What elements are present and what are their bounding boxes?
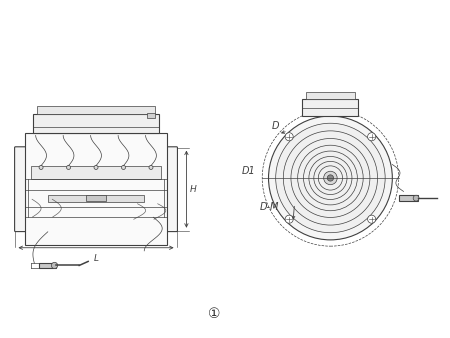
Circle shape	[39, 165, 43, 169]
Text: D-M: D-M	[260, 202, 279, 212]
Circle shape	[285, 215, 293, 223]
Circle shape	[51, 262, 58, 269]
FancyBboxPatch shape	[166, 147, 177, 232]
Bar	[306, 92, 356, 99]
Text: ①: ①	[207, 307, 220, 321]
Bar	[48, 195, 144, 202]
Circle shape	[269, 116, 392, 240]
Circle shape	[67, 165, 71, 169]
Circle shape	[368, 215, 376, 223]
Bar	[31, 166, 161, 179]
Circle shape	[368, 133, 376, 141]
Bar	[399, 195, 418, 201]
Bar	[25, 133, 166, 245]
Bar	[37, 106, 155, 114]
Text: L: L	[94, 254, 99, 263]
Circle shape	[122, 165, 126, 169]
Bar	[86, 195, 106, 201]
Text: H: H	[190, 185, 197, 194]
Circle shape	[94, 165, 98, 169]
Text: D1: D1	[242, 166, 256, 176]
Bar	[33, 114, 158, 133]
Circle shape	[285, 133, 293, 141]
FancyBboxPatch shape	[14, 147, 26, 232]
Circle shape	[327, 175, 333, 181]
Text: D: D	[272, 121, 280, 130]
Circle shape	[149, 165, 153, 169]
Bar	[302, 99, 359, 116]
Circle shape	[324, 171, 337, 185]
Circle shape	[413, 195, 419, 201]
Circle shape	[276, 123, 385, 233]
Bar	[39, 263, 56, 268]
Bar	[148, 113, 155, 118]
